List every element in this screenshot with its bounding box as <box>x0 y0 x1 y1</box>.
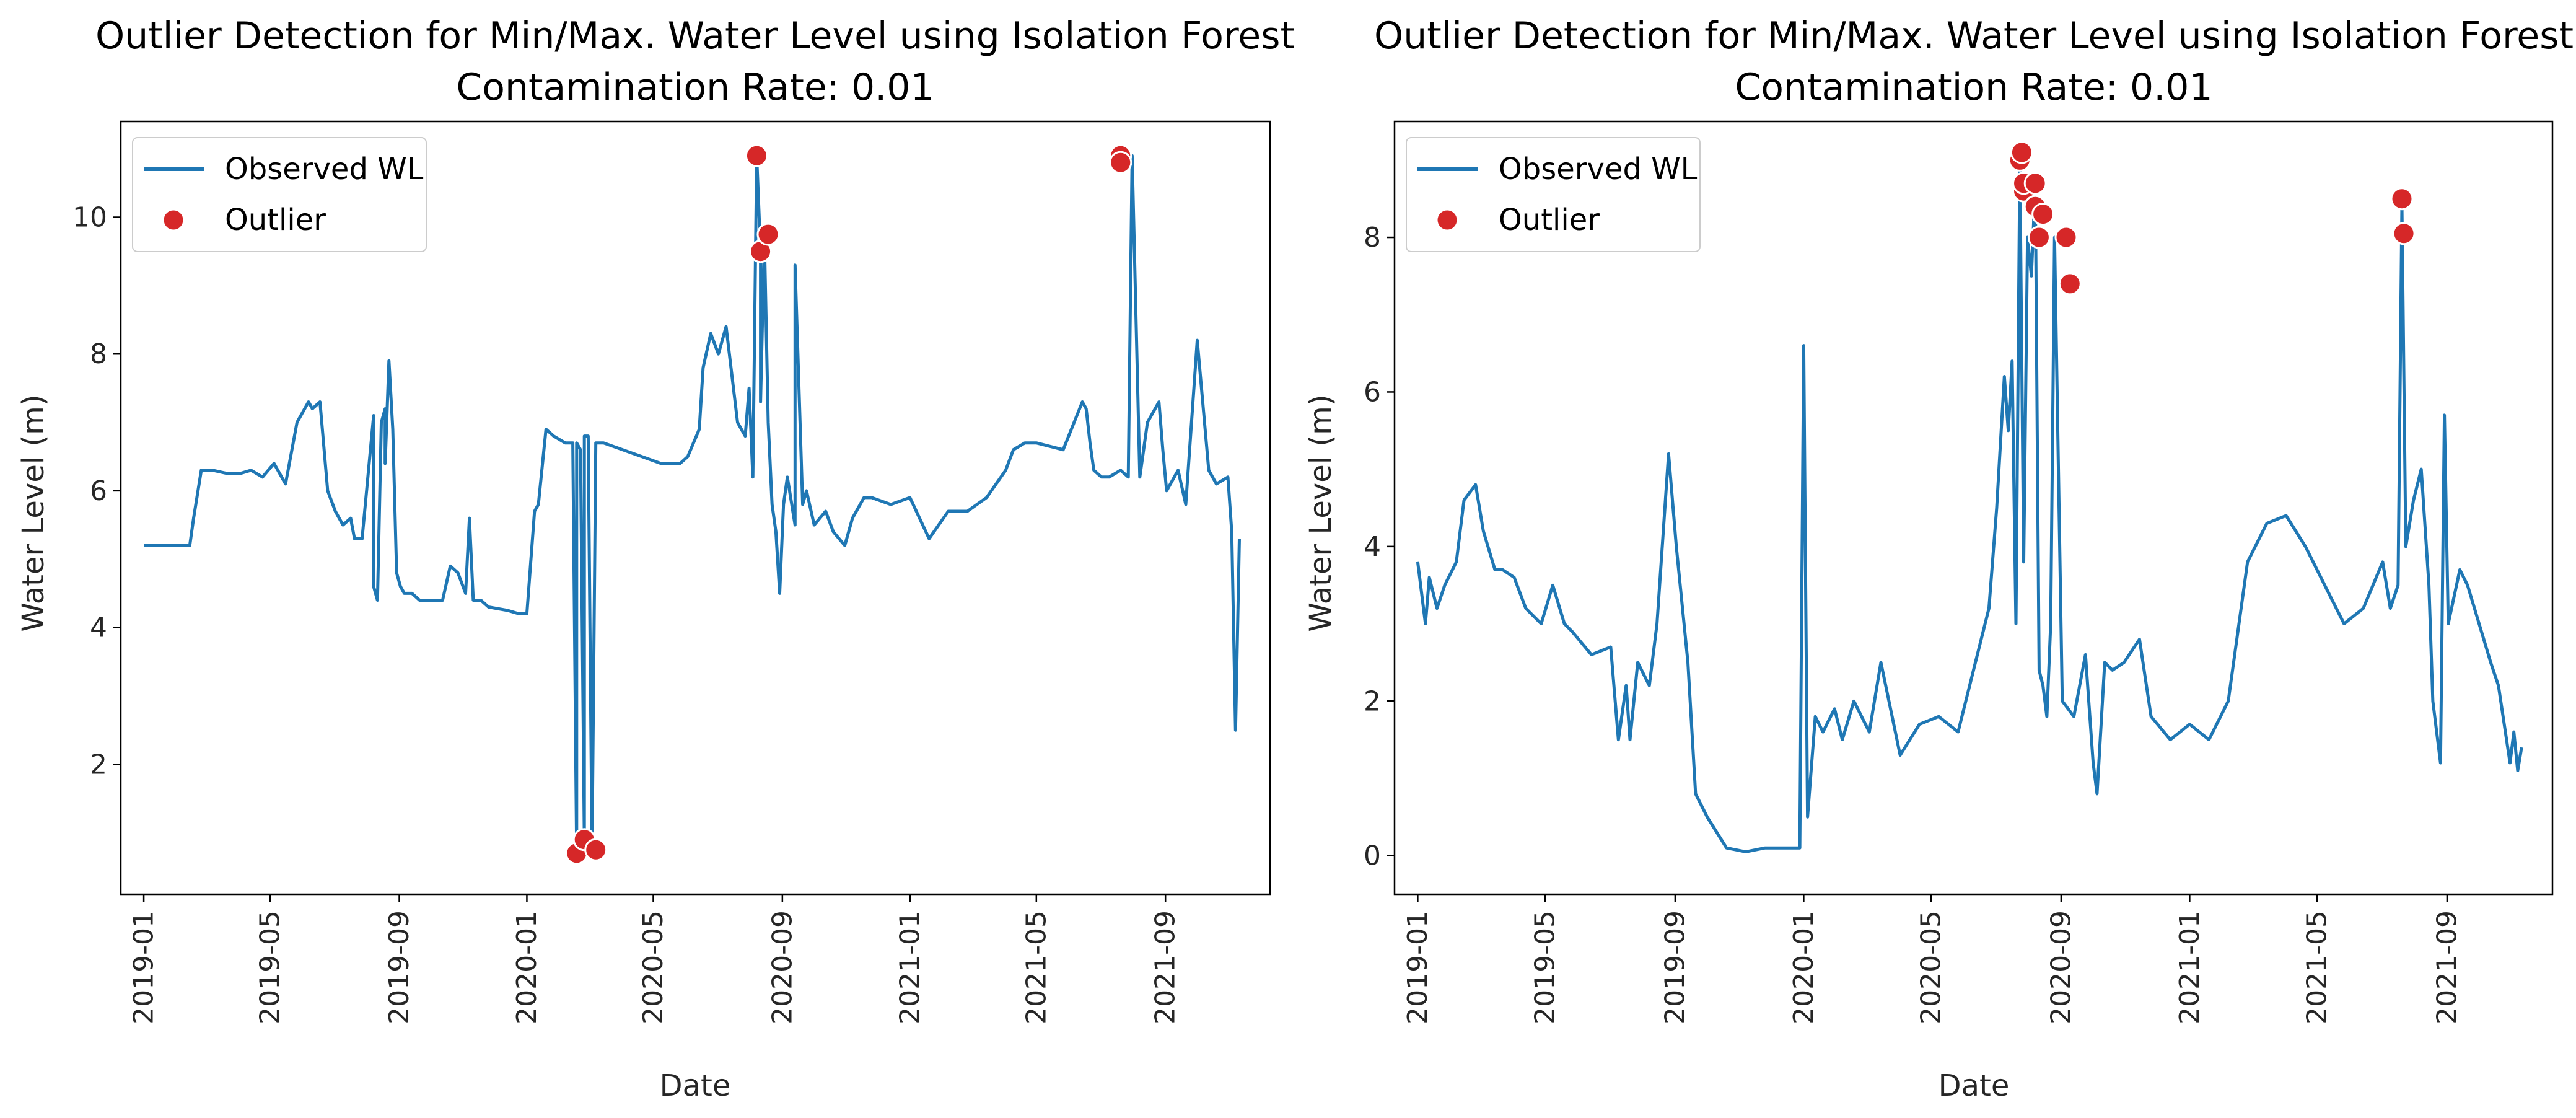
y-tick-label: 4 <box>90 612 107 644</box>
y-tick-label: 6 <box>1364 376 1381 408</box>
legend-label-outlier: Outlier <box>225 203 326 237</box>
outlier-point <box>2390 187 2414 211</box>
axes-frame <box>1393 120 2554 896</box>
x-tick-label: 2021-05 <box>2301 910 2333 1024</box>
plot-area: 2 4 6 8 10 2019-01 2019-05 2019-09 2020-01 2020-0… <box>72 120 1271 1024</box>
x-tick-label: 2020-09 <box>2045 910 2077 1024</box>
legend-outlier-marker <box>162 208 185 232</box>
y-tick-label: 10 <box>72 201 107 233</box>
outlier-point <box>756 222 780 246</box>
y-axis-label: Water Level (m) <box>16 394 51 632</box>
y-tick-label: 0 <box>1364 840 1381 872</box>
x-tick-label: 2020-05 <box>1915 910 1947 1024</box>
outlier-point <box>2027 226 2051 249</box>
y-axis-label: Water Level (m) <box>1303 394 1338 632</box>
chart-title: Outlier Detection for Min/Max. Water Lev… <box>95 14 1295 58</box>
x-tick-label: 2021-05 <box>1020 910 1052 1024</box>
x-tick-label: 2021-09 <box>1150 910 1181 1024</box>
legend-label-observed: Observed WL <box>1499 152 1698 187</box>
x-tick-label: 2021-01 <box>894 910 926 1024</box>
outlier-point <box>2392 222 2416 245</box>
x-tick-label: 2019-09 <box>383 910 415 1024</box>
legend: Observed WL Outlier <box>132 137 427 252</box>
outlier-point <box>1109 151 1132 174</box>
outlier-point <box>2010 141 2033 164</box>
x-tick-label: 2021-09 <box>2431 910 2463 1024</box>
x-tick-label: 2019-01 <box>128 910 160 1024</box>
legend-frame <box>132 137 427 252</box>
x-tick-label: 2019-01 <box>1402 910 1434 1024</box>
x-tick-label: 2020-09 <box>766 910 798 1024</box>
x-tick-label: 2019-09 <box>1659 910 1691 1024</box>
x-tick-label: 2020-01 <box>511 910 543 1024</box>
x-tick-label: 2019-05 <box>1529 910 1561 1024</box>
series-line-observed-wl <box>144 154 1241 855</box>
x-tick-label: 2020-05 <box>637 910 669 1024</box>
y-tick-label: 2 <box>90 749 107 780</box>
plot-area: 0 2 4 6 8 2019-01 2019-05 2019-09 2020-01 2020-05… <box>1364 120 2554 1024</box>
y-tick-label: 2 <box>1364 685 1381 717</box>
y-tick-label: 4 <box>1364 531 1381 563</box>
outlier-point <box>745 144 768 167</box>
y-tick-label: 8 <box>1364 222 1381 253</box>
x-tick-label: 2019-05 <box>255 910 286 1024</box>
outlier-point <box>584 838 608 861</box>
outlier-point <box>2031 203 2055 226</box>
chart-title: Outlier Detection for Min/Max. Water Lev… <box>1374 14 2574 58</box>
legend: Observed WL Outlier <box>1406 137 1701 252</box>
legend-frame <box>1406 137 1701 252</box>
series-line-observed-wl <box>1416 158 2523 853</box>
chart-subtitle: Contamination Rate: 0.01 <box>1735 66 2212 109</box>
legend-label-observed: Observed WL <box>225 152 424 187</box>
chart-right: Outlier Detection for Min/Max. Water Lev… <box>1303 14 2574 1103</box>
chart-subtitle: Contamination Rate: 0.01 <box>456 66 934 109</box>
x-tick-label: 2020-01 <box>1788 910 1820 1024</box>
x-axis-label: Date <box>1939 1068 2010 1103</box>
legend-outlier-marker <box>1435 208 1459 232</box>
chart-left: Outlier Detection for Min/Max. Water Lev… <box>16 14 1295 1103</box>
outlier-point <box>2054 226 2078 249</box>
x-tick-label: 2021-01 <box>2174 910 2206 1024</box>
legend-label-outlier: Outlier <box>1499 203 1600 237</box>
outlier-point <box>2023 172 2047 195</box>
x-axis-label: Date <box>660 1068 731 1103</box>
y-tick-label: 8 <box>90 338 107 370</box>
y-tick-label: 6 <box>90 475 107 507</box>
outlier-point <box>2058 272 2082 296</box>
axes-frame <box>120 120 1271 896</box>
